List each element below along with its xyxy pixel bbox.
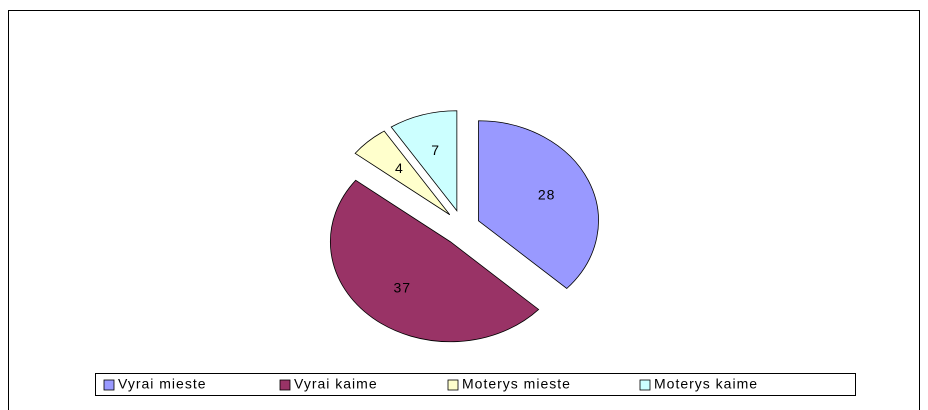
legend-label: Moterys kaime bbox=[654, 376, 758, 392]
pie-slice bbox=[478, 120, 599, 290]
data-label: 7 bbox=[431, 142, 440, 158]
legend-swatch bbox=[103, 379, 115, 391]
data-label: 4 bbox=[395, 160, 404, 176]
pie-slice bbox=[354, 130, 451, 216]
data-label: 37 bbox=[393, 280, 411, 296]
legend-swatch bbox=[639, 379, 651, 391]
legend-label: Vyrai mieste bbox=[118, 376, 207, 392]
legend-swatch bbox=[447, 379, 459, 391]
legend-label: Vyrai kaime bbox=[294, 376, 378, 392]
legend-swatch bbox=[279, 379, 291, 391]
chart-border bbox=[8, 10, 920, 410]
pie-slice bbox=[390, 110, 458, 212]
data-label: 28 bbox=[538, 187, 556, 203]
legend-label: Moterys mieste bbox=[462, 376, 571, 392]
pie-slice bbox=[329, 179, 540, 343]
